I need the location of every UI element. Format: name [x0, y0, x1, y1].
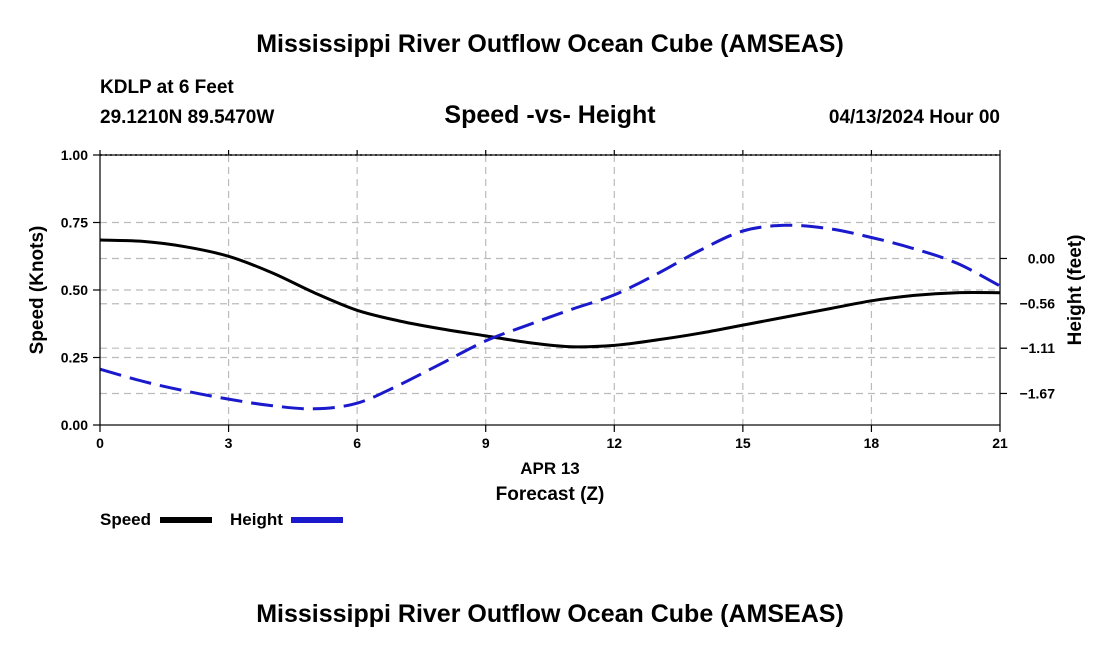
forecast-datetime: 04/13/2024 Hour 00 [828, 107, 1000, 128]
x-axis-date-label: APR 13 [520, 459, 580, 478]
speed-height-chart: 0 3 6 9 12 15 18 21 0.00 0.25 0.50 0.75 1.00 0.00 −0.5… [27, 147, 1086, 505]
x-tick-label: 6 [353, 435, 361, 451]
series-line-speed [99, 238, 1001, 349]
station-coordinates: 29.1210N 89.5470W [100, 107, 275, 128]
y-right-tick-label: −1.11 [1020, 340, 1055, 356]
x-tick-label: 12 [606, 435, 622, 451]
chart-repeated-title: Mississippi River Outflow Ocean Cube (AM… [256, 600, 844, 628]
x-tick-label: 9 [482, 435, 490, 451]
y-left-tick-label: 0.75 [61, 215, 88, 231]
station-label: KDLP at 6 Feet [100, 77, 234, 98]
y-left-tick-label: 0.50 [61, 282, 88, 298]
legend-speed-label: Speed [100, 510, 152, 529]
chart-main-title: Mississippi River Outflow Ocean Cube (AM… [256, 30, 844, 58]
legend-height-label: Height [230, 510, 283, 529]
grid-lines [100, 154, 1000, 425]
x-tick-label: 18 [864, 435, 880, 451]
y-left-tick-label: 0.00 [61, 417, 88, 433]
x-tick-label: 21 [992, 435, 1008, 451]
series-lines [99, 223, 1001, 411]
x-tick-label: 15 [735, 435, 751, 451]
y-left-tick-label: 1.00 [61, 147, 88, 163]
axis-ticks: 0 3 6 9 12 15 18 21 0.00 0.25 0.50 0.75 1.00 0.00 −0.5… [61, 147, 1055, 451]
y-axis-right-label: Height (feet) [1065, 235, 1086, 346]
x-tick-label: 3 [225, 435, 233, 451]
legend-speed-swatch [160, 517, 212, 523]
legend-height-swatch [291, 517, 343, 523]
x-tick-label: 0 [96, 435, 104, 451]
x-axis-label: Forecast (Z) [496, 484, 605, 505]
plot-title: Speed -vs- Height [444, 101, 656, 129]
y-left-tick-label: 0.25 [61, 350, 88, 366]
y-right-tick-label: −0.56 [1020, 296, 1056, 312]
y-axis-left-label: Speed (Knots) [27, 226, 48, 355]
y-right-tick-label: 0.00 [1028, 250, 1055, 266]
series-line-height [99, 223, 1001, 411]
y-right-tick-label: −1.67 [1020, 385, 1056, 401]
